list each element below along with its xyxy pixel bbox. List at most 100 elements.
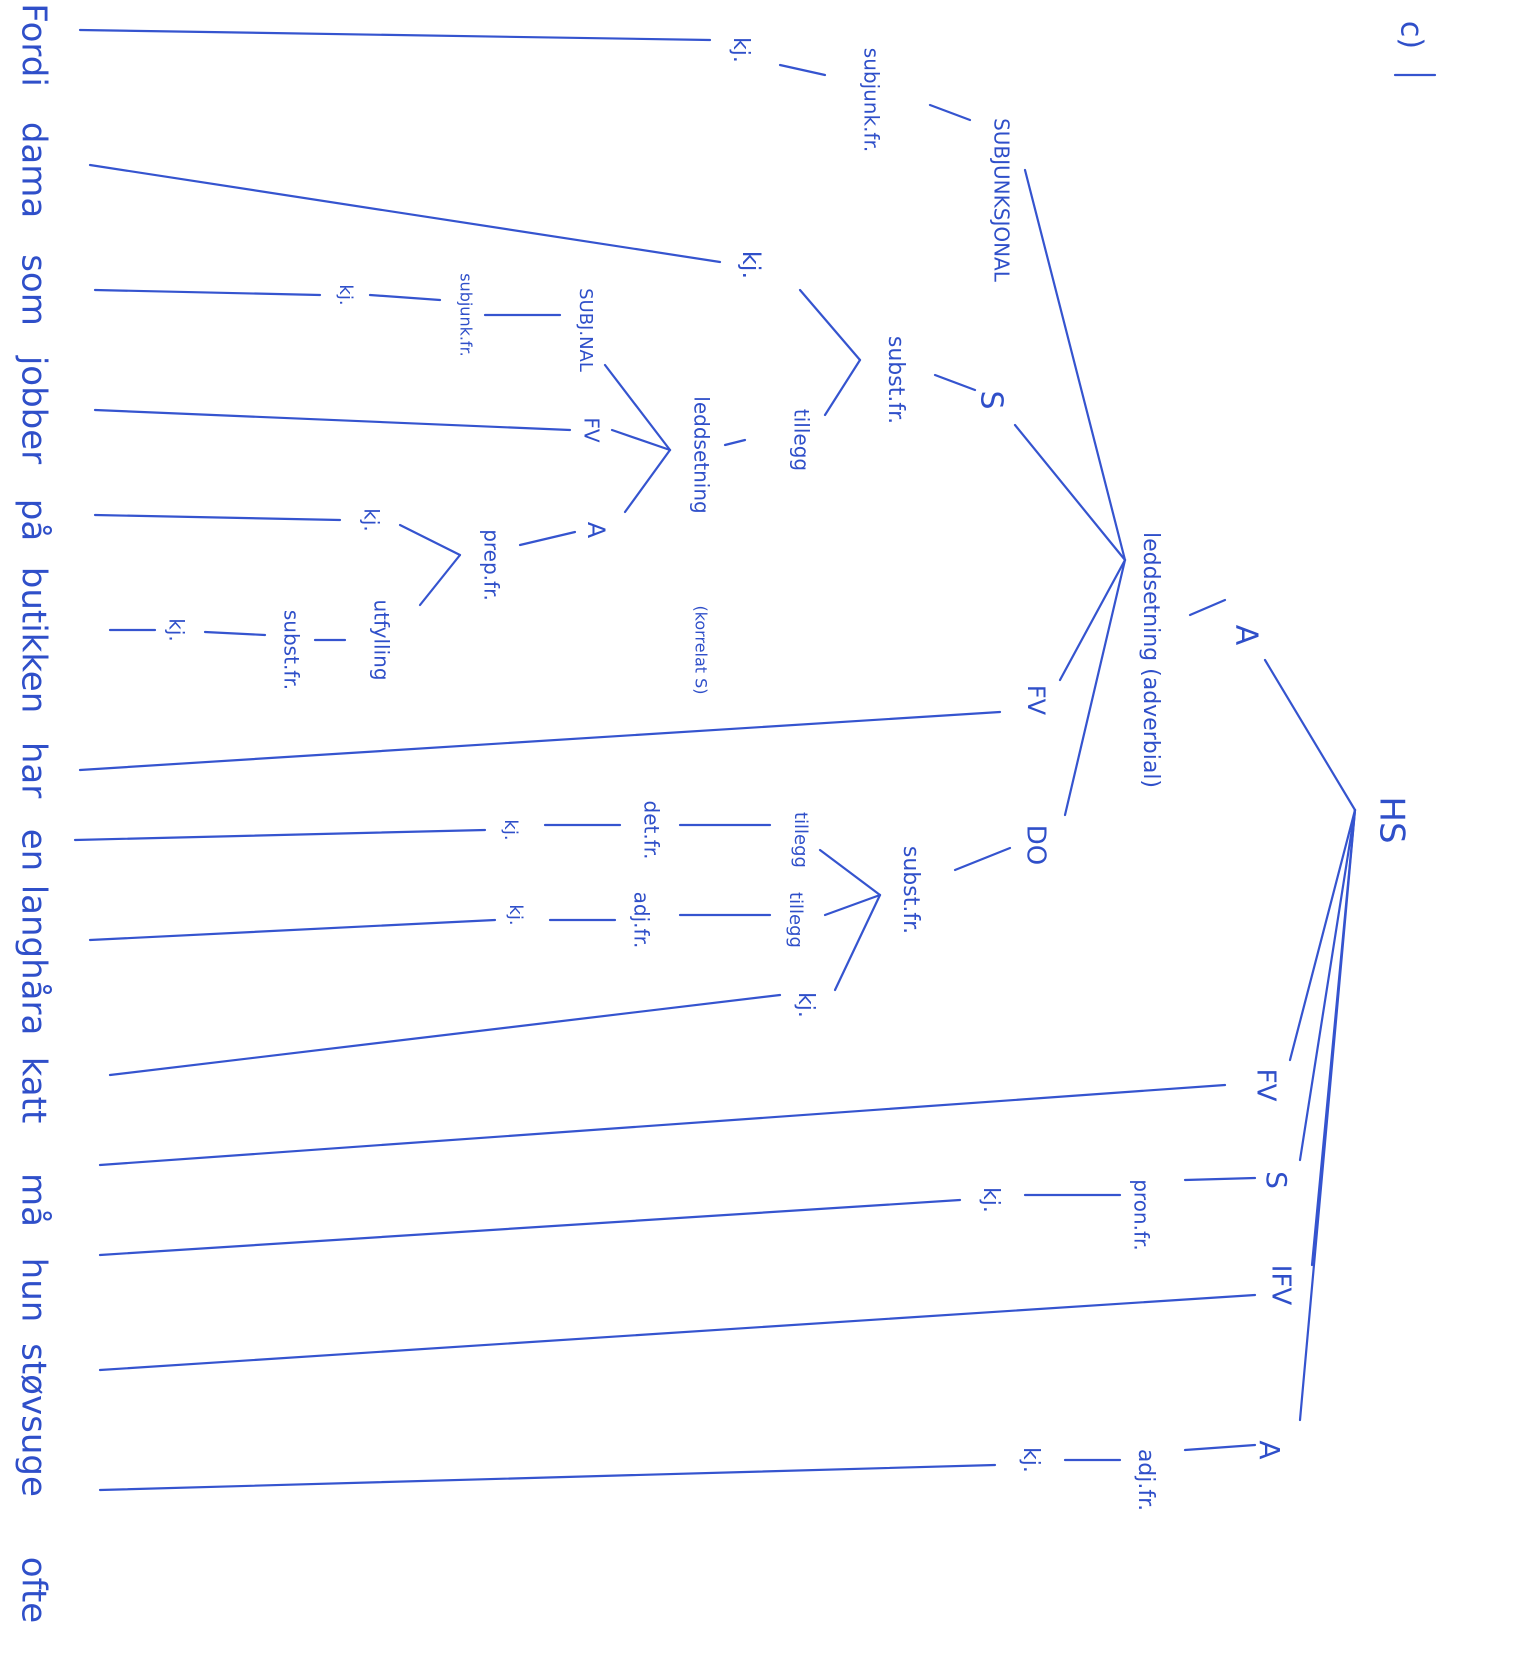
node-label: SUBJUNKSJONAL <box>990 118 1014 283</box>
word: på <box>14 499 54 541</box>
edge <box>933 373 977 392</box>
edge <box>1183 1176 1257 1182</box>
node-label: kj. <box>165 618 189 642</box>
edge <box>1063 558 1127 817</box>
node-label: leddsetning <box>690 396 714 513</box>
node-label: FV <box>1251 1069 1281 1102</box>
node-label: (korrelat S) <box>692 605 711 694</box>
edge <box>93 408 572 432</box>
node-label: pron.fr. <box>1130 1179 1154 1251</box>
edge <box>98 1463 997 1492</box>
edge <box>1058 558 1127 682</box>
node-label: kj. <box>500 819 521 840</box>
word: ofte <box>14 1557 54 1623</box>
node-label: prep.fr. <box>480 529 504 601</box>
node-label: kj. <box>335 284 356 305</box>
word: langhåra <box>14 885 54 1036</box>
node-label: kj. <box>728 37 753 63</box>
node-label: subjunk.fr. <box>860 48 884 152</box>
edge <box>98 1293 1257 1372</box>
edge <box>203 630 267 637</box>
node-label: tillegg <box>785 892 806 948</box>
node-label: DO <box>1021 825 1051 866</box>
node-label: kj. <box>793 992 818 1018</box>
node-label: tillegg <box>790 409 814 471</box>
edge <box>823 893 882 917</box>
edges <box>73 28 1357 1492</box>
node-label: subst.fr. <box>898 846 923 934</box>
node-label: utfylling <box>370 599 394 680</box>
word: hun <box>14 1258 54 1323</box>
edge <box>623 448 672 514</box>
edge <box>98 1198 962 1257</box>
edge <box>833 893 882 992</box>
edge <box>1023 168 1127 562</box>
node-label: A <box>1229 625 1264 646</box>
node-label: S <box>974 390 1009 409</box>
node-label: FV <box>580 417 604 443</box>
edge <box>798 288 862 362</box>
edge <box>73 828 487 842</box>
edge <box>953 846 1012 872</box>
node-label: subst.fr. <box>883 336 908 424</box>
word: butikken <box>14 567 54 714</box>
node-label: subst.fr. <box>280 610 304 690</box>
node-label: IFV <box>1266 1265 1296 1306</box>
word: som <box>14 254 54 326</box>
edge <box>823 358 862 417</box>
word: Fordi <box>14 3 54 87</box>
word: må <box>14 1173 54 1227</box>
node-label: A <box>582 522 610 539</box>
edge <box>398 523 462 557</box>
node-label: S <box>1260 1171 1293 1189</box>
node-label: subjunk.fr. <box>457 273 476 357</box>
edge <box>1298 808 1357 1422</box>
edge <box>93 513 342 522</box>
node-label: FV <box>1022 685 1050 716</box>
edge <box>93 288 322 297</box>
node-label: adj.fr. <box>630 892 654 949</box>
edge <box>778 63 827 77</box>
node-label: leddsetning (adverbial) <box>1138 532 1163 788</box>
edge <box>518 530 577 547</box>
edge <box>1288 808 1357 1062</box>
node-label: kj. <box>1018 1447 1043 1473</box>
edge <box>603 363 672 452</box>
edge <box>1183 1443 1257 1452</box>
edge <box>818 848 882 897</box>
word: har <box>14 742 54 798</box>
node-label: kj. <box>360 508 384 532</box>
edge <box>723 438 747 447</box>
edge <box>1188 598 1227 617</box>
edge <box>1013 423 1127 562</box>
edge <box>1298 808 1357 1162</box>
node-label: A <box>1253 1440 1286 1459</box>
section-label: c) <box>1394 21 1429 49</box>
edge <box>1263 658 1357 812</box>
node-label: det.fr. <box>640 801 664 860</box>
node-label: kj. <box>737 251 765 279</box>
edge <box>418 553 462 607</box>
edge <box>88 918 497 942</box>
word: dama <box>14 122 54 218</box>
node-label: kj. <box>978 1187 1003 1213</box>
edge <box>78 28 712 42</box>
word: jobber <box>14 355 54 464</box>
node-label: kj. <box>505 904 526 925</box>
edge <box>928 103 972 122</box>
edge <box>368 293 442 302</box>
edge <box>108 993 782 1077</box>
node-label: adj.fr. <box>1133 1449 1158 1511</box>
edge <box>78 710 1002 772</box>
edge <box>88 163 722 264</box>
edge <box>98 1083 1227 1167</box>
word: en <box>14 829 54 871</box>
edge <box>610 428 672 452</box>
node-label: HS <box>1372 796 1412 843</box>
node-label: SUBJ.NAL <box>575 288 596 372</box>
word: støvsuge <box>14 1343 54 1497</box>
node-label: tillegg <box>790 812 811 868</box>
word: katt <box>14 1057 54 1124</box>
